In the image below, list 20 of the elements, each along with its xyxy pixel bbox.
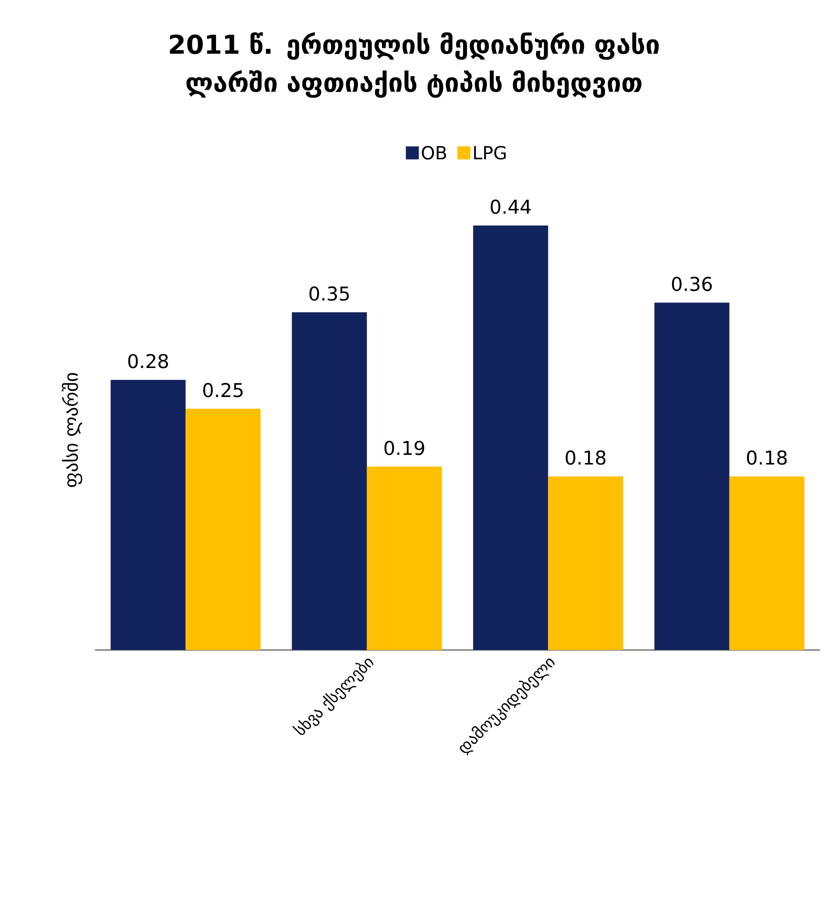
bar <box>292 312 367 650</box>
bar <box>366 466 442 650</box>
data-label: 0.36 <box>672 276 712 292</box>
legend-label: OB <box>422 146 446 160</box>
data-label: 0.18 <box>746 450 787 465</box>
bar <box>548 476 624 650</box>
data-label: 0.44 <box>490 200 531 214</box>
data-label: 0.18 <box>566 450 606 465</box>
y-axis-title: ფასი ლარში <box>62 373 82 487</box>
data-label: 0.19 <box>384 440 424 456</box>
chart-title: 2011 წ. ერთეულის მედიანური ფასი ლარში აფთიაქის ტიპის მიხედვით <box>170 32 659 98</box>
bar <box>654 302 730 650</box>
bar <box>186 408 261 650</box>
bar <box>729 476 804 650</box>
bar <box>110 380 186 650</box>
bar <box>473 225 548 650</box>
data-label: 0.28 <box>128 354 168 368</box>
data-label: 0.35 <box>309 286 349 301</box>
data-label: 0.25 <box>203 382 243 398</box>
legend-label: LPG <box>474 146 506 160</box>
